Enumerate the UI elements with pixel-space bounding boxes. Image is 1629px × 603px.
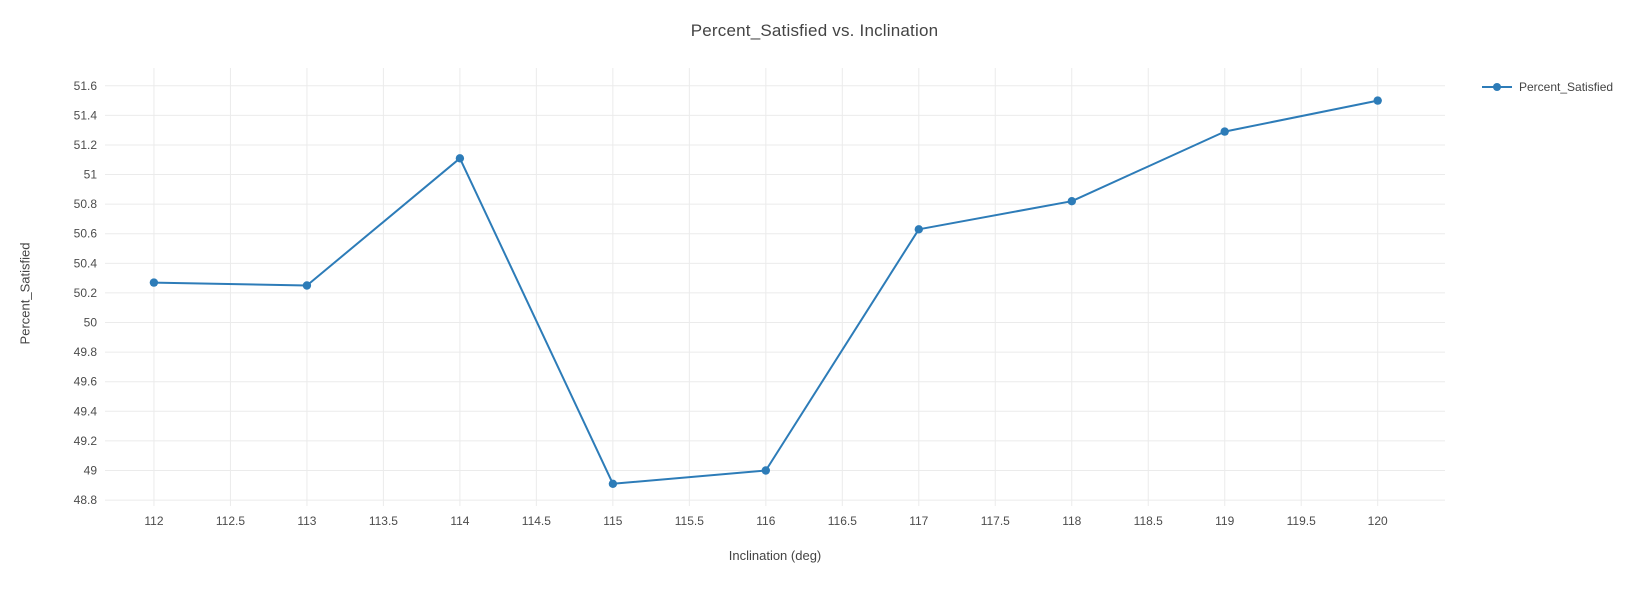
data-point-marker[interactable]	[149, 278, 159, 287]
y-tick-label: 50.6	[74, 227, 98, 241]
y-tick-label: 51.6	[74, 79, 98, 93]
y-tick-label: 49.8	[74, 345, 98, 359]
data-point-marker[interactable]	[608, 479, 618, 488]
y-tick-label: 49.6	[74, 375, 98, 389]
legend-item-percent-satisfied[interactable]: Percent_Satisfied	[1481, 80, 1613, 94]
y-tick-label: 50.4	[74, 256, 98, 270]
legend-label: Percent_Satisfied	[1519, 80, 1614, 94]
y-axis-title: Percent_Satisfied	[17, 242, 33, 345]
x-tick-label: 118	[1062, 514, 1081, 528]
x-tick-label: 115	[603, 514, 622, 528]
y-tick-label: 50	[84, 316, 98, 330]
x-axis-title: Inclination (deg)	[728, 548, 822, 563]
x-tick-label: 119.5	[1287, 514, 1316, 528]
x-tick-label: 116.5	[828, 514, 857, 528]
x-tick-label: 118.5	[1134, 514, 1163, 528]
x-tick-label: 112.5	[216, 514, 245, 528]
y-tick-label: 49.4	[74, 404, 98, 418]
x-tick-label: 116	[756, 514, 775, 528]
x-tick-label: 114	[450, 514, 469, 528]
y-tick-label: 49.2	[74, 434, 98, 448]
x-tick-label: 114.5	[522, 514, 551, 528]
data-point-marker[interactable]	[1373, 96, 1382, 105]
data-point-marker[interactable]	[1067, 197, 1077, 206]
x-tick-label: 117	[909, 514, 928, 528]
chart-title: Percent_Satisfied vs. Inclination	[690, 21, 939, 40]
x-tick-label: 113.5	[369, 514, 398, 528]
y-tick-label: 50.2	[74, 286, 98, 300]
x-tick-label: 120	[1368, 514, 1388, 528]
data-point-marker[interactable]	[761, 466, 770, 475]
legend-line-marker-icon	[1482, 83, 1512, 91]
y-tick-label: 51.2	[74, 138, 98, 152]
x-tick-label: 113	[297, 514, 316, 528]
data-point-marker[interactable]	[1220, 127, 1229, 136]
y-tick-label: 51.4	[74, 108, 98, 122]
x-tick-label: 117.5	[981, 514, 1010, 528]
y-tick-label: 48.8	[74, 493, 98, 507]
x-tick-label: 119	[1215, 514, 1234, 528]
y-tick-label: 51	[84, 168, 98, 182]
data-point-marker[interactable]	[914, 225, 923, 234]
data-point-marker[interactable]	[455, 154, 465, 163]
y-tick-label: 50.8	[74, 197, 98, 211]
x-tick-label: 115.5	[675, 514, 704, 528]
y-tick-label: 49	[84, 463, 98, 477]
data-point-marker[interactable]	[302, 281, 312, 290]
x-tick-label: 112	[144, 514, 163, 528]
